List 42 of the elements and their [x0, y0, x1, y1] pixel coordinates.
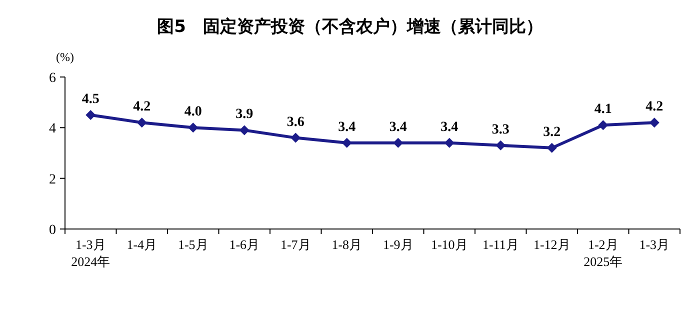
data-label: 4.2: [646, 100, 664, 115]
x-tick-label: 1-6月: [229, 237, 260, 252]
y-tick-label: 4: [49, 122, 56, 137]
chart-title: 图5 固定资产投资（不含农户）增速（累计同比）: [157, 17, 543, 37]
x-tick-label: 1-9月: [382, 237, 414, 252]
y-tick-label: 0: [49, 223, 56, 238]
x-tick-label: 1-12月: [533, 237, 570, 252]
data-label: 4.1: [594, 102, 612, 118]
y-tick-label: 2: [49, 172, 56, 188]
x-tick-label: 1-10月: [430, 237, 468, 252]
data-label: 3.9: [236, 107, 254, 122]
point: [342, 138, 352, 148]
point: [239, 125, 250, 136]
y-tick-label: 6: [49, 71, 56, 86]
data-label: 3.4: [338, 120, 356, 135]
data-label: 4.0: [184, 104, 202, 120]
data-label: 3.4: [389, 120, 407, 135]
y-axis-title: (%): [56, 50, 74, 64]
point: [496, 140, 506, 150]
point: [546, 142, 557, 153]
point: [290, 132, 301, 143]
x-tick-label: 1-3月: [639, 237, 670, 252]
point: [136, 118, 147, 128]
point: [649, 118, 660, 128]
data-label: 4.2: [133, 100, 151, 115]
x-tick-label: 1-11月: [482, 237, 519, 252]
data-label: 3.3: [492, 122, 510, 138]
point: [86, 110, 96, 120]
x-tick-label: 1-7月: [280, 237, 311, 252]
data-label: 3.6: [286, 114, 304, 130]
point: [598, 120, 608, 130]
data-label: 4.5: [82, 92, 100, 107]
x-tick-label: 1-8月: [332, 237, 362, 252]
x-tick-label: 1-4月: [126, 237, 158, 252]
x-tick-label: 1-5月: [178, 237, 208, 252]
point: [393, 138, 404, 148]
x-tick-label: 1-2月 2025年: [584, 237, 623, 269]
point: [444, 138, 454, 148]
data-label: 3.4: [440, 120, 458, 135]
point: [188, 122, 198, 133]
x-tick-label: 1-3月 2024年: [71, 237, 110, 269]
data-label: 3.2: [543, 124, 561, 140]
